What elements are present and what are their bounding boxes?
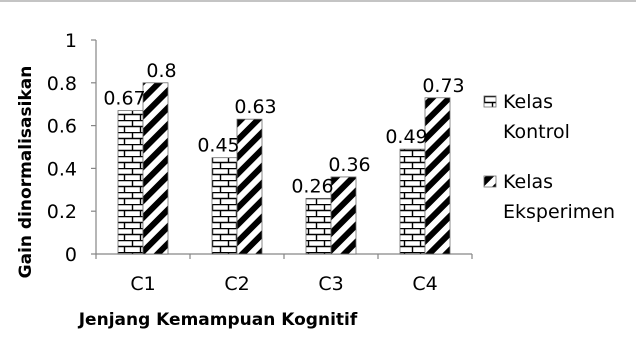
bar xyxy=(117,110,144,255)
bar xyxy=(305,197,332,255)
legend-label: Kelas xyxy=(503,171,553,193)
y-tick-label: 1 xyxy=(65,30,77,52)
x-tick-label: C3 xyxy=(318,273,343,295)
y-tick-label: 0.6 xyxy=(47,116,77,138)
data-label: 0.26 xyxy=(291,175,333,197)
x-tick-label: C2 xyxy=(224,273,249,295)
data-label: 0.45 xyxy=(197,135,239,157)
x-tick-labels: C1 C2 C3 C4 xyxy=(130,273,437,295)
legend-label: Kontrol xyxy=(503,121,570,143)
data-labels-group: 0.670.8 0.45 0.63 0.260.36 0.49 0.73 xyxy=(103,60,464,198)
y-axis-title: Gain dinormalisasikan xyxy=(16,66,36,279)
legend-label: Eksperimen xyxy=(503,201,615,223)
bars-group xyxy=(117,82,451,255)
y-tick-label: 0 xyxy=(65,244,77,266)
bar xyxy=(211,157,238,255)
legend-swatch xyxy=(483,95,497,108)
bar xyxy=(142,82,169,255)
bar xyxy=(330,176,357,255)
x-axis-title: Jenjang Kemampuan Kognitif xyxy=(78,310,358,330)
x-tick-label: C1 xyxy=(130,273,155,295)
data-label: 0.63 xyxy=(234,96,276,118)
y-tick-label: 0.2 xyxy=(47,201,77,223)
data-label: 0.8 xyxy=(146,60,176,82)
y-tick-labels: 0 0.2 0.4 0.6 0.8 1 xyxy=(47,30,77,266)
legend-label: Kelas xyxy=(503,91,553,113)
bar xyxy=(236,118,263,255)
data-label: 0.73 xyxy=(422,75,464,97)
bar xyxy=(424,97,451,255)
legend-swatch xyxy=(483,175,497,188)
data-label: 0.36 xyxy=(328,154,370,176)
bar xyxy=(399,148,426,255)
data-label: 0.49 xyxy=(385,126,427,148)
legend: Kelas Kontrol Kelas Eksperimen xyxy=(483,91,615,223)
y-tick-label: 0.4 xyxy=(47,158,77,180)
x-tick-label: C4 xyxy=(412,273,437,295)
data-label: 0.67 xyxy=(103,88,145,110)
y-tick-label: 0.8 xyxy=(47,73,77,95)
